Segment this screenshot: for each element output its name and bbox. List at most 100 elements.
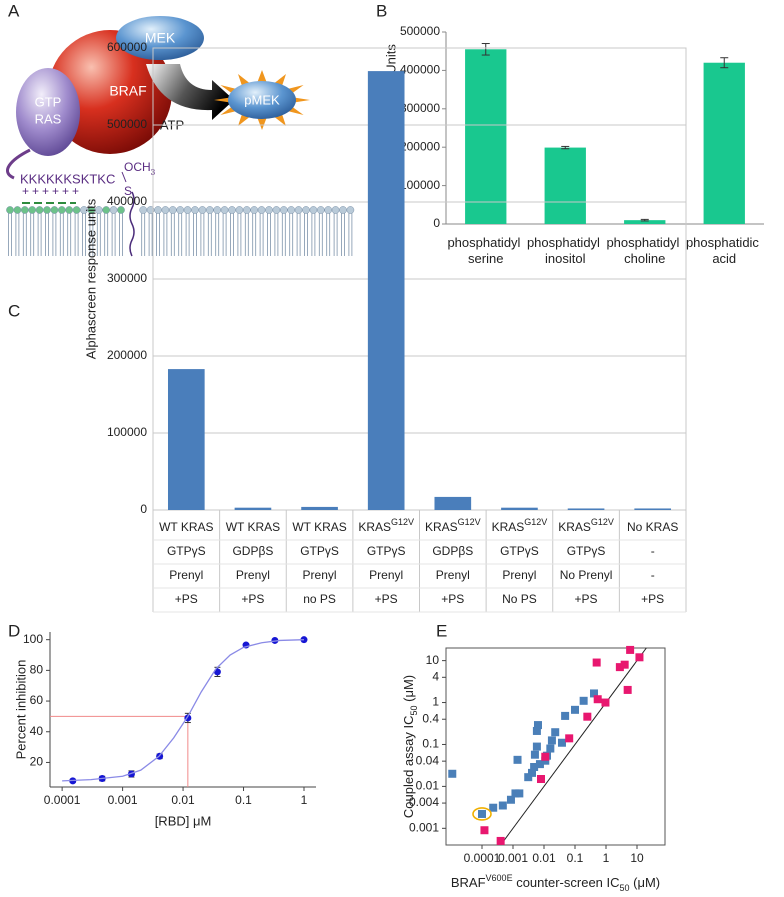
lipid-head [228,206,236,214]
panel-letter: C [8,301,20,320]
point [551,728,560,737]
lipid-head [35,206,44,214]
point [533,721,542,730]
y-tick-label: 100000 [107,425,147,439]
panel-a: A MEK BRAF GTP RAS pMEK ATP KKKKKKSKTKC … [6,1,355,257]
bar [544,147,586,224]
table-cell: WT KRAS [292,520,346,534]
ras-tail [6,148,31,180]
lipid-head [13,206,22,214]
x-tick-label: 0.1 [567,851,584,865]
label-part: G12V [591,517,614,527]
table-cell: +PS [241,592,264,606]
point [546,744,555,753]
y-tick-label: 80 [30,663,44,677]
bar [501,507,538,510]
lipid-head [176,206,185,214]
table-cell: Prenyl [436,568,470,582]
point [477,809,486,818]
table-cell: Prenyl [303,568,337,582]
label-part: counter-screen IC [513,875,620,890]
x-tick-label: 0.001 [498,851,528,865]
lipid-head [257,206,266,214]
x-axis-label: BRAFV600E counter-screen IC50 (μM) [451,873,660,893]
point [623,685,632,694]
point [620,660,629,669]
point [496,836,505,845]
lipid-head [20,206,29,214]
label-part: 50 [620,883,630,893]
table-cell: GTPγS [367,544,406,558]
table-cell: GDPβS [432,544,473,558]
table-cell: Prenyl [169,568,203,582]
label-part: BRAF [451,875,486,890]
label-part: (μM) [401,675,416,706]
lipid-head [154,206,162,214]
table-cell: WT KRAS [226,520,280,534]
point [541,752,550,761]
table-cell: no PS [303,592,336,606]
bar [703,62,745,224]
bar [465,49,507,224]
pmek-ellipse [228,81,296,119]
table-cell: GTPγS [500,544,539,558]
point [565,734,574,743]
label-line: phosphatidic [686,235,763,250]
mek-label: MEK [145,30,176,46]
x-tick-label: phosphatidyl choline [606,235,683,266]
lipid-head [220,206,229,214]
x-tick-label: phosphatidyl inositol [527,235,604,266]
label-part: 50 [409,705,419,715]
plot-frame [445,647,666,846]
bar [234,507,272,510]
lipid-head [161,206,170,214]
label-part: G12V [391,517,414,527]
point [589,689,598,698]
spike [256,115,268,130]
lipid-head [242,206,251,214]
lipid-head [50,206,59,214]
point [524,773,533,782]
braf-label: BRAF [109,83,146,99]
lipid-head [213,206,222,214]
point [635,653,644,662]
y-tick-label: 300000 [107,271,147,285]
x-tick-label: 0.01 [532,851,556,865]
label-line: inositol [545,251,586,266]
label-part: OCH [124,160,151,174]
lipid-head [43,206,51,214]
y-tick-label: 200000 [400,139,440,153]
y-tick-label: 0 [433,216,440,230]
point [530,750,539,759]
table-cell: +PS [441,592,464,606]
point [515,789,524,798]
y-tick-label: 100 [23,632,43,646]
panel-letter: E [436,621,447,640]
table-cell: KRASG12V [425,517,481,534]
label-part: G12V [524,517,547,527]
label-line: serine [468,251,503,266]
lipid-head [331,206,340,214]
label-part: KRAS [492,520,525,534]
error-bar [481,43,490,56]
bar [367,71,405,510]
label-line: phosphatidyl [527,235,604,250]
lipid-head [65,206,74,214]
y-tick-label: 10 [426,653,440,667]
table-cell: GTPγS [167,544,206,558]
lipid-head [235,206,244,214]
gtp-label: GTP [35,94,62,109]
lipid-head [57,206,66,214]
table-cell: GTPγS [300,544,339,558]
x-tick-label: 10 [630,851,644,865]
pmek-label: pMEK [244,92,280,107]
y-axis-label: Coupled assay IC50 (μM) [401,675,419,818]
table-cell: - [651,568,655,582]
point [532,742,541,751]
label-part: G12V [458,517,481,527]
table-cell: KRASG12V [358,517,414,534]
x-tick-label: 0.01 [171,793,195,807]
lipid-head [28,206,37,214]
